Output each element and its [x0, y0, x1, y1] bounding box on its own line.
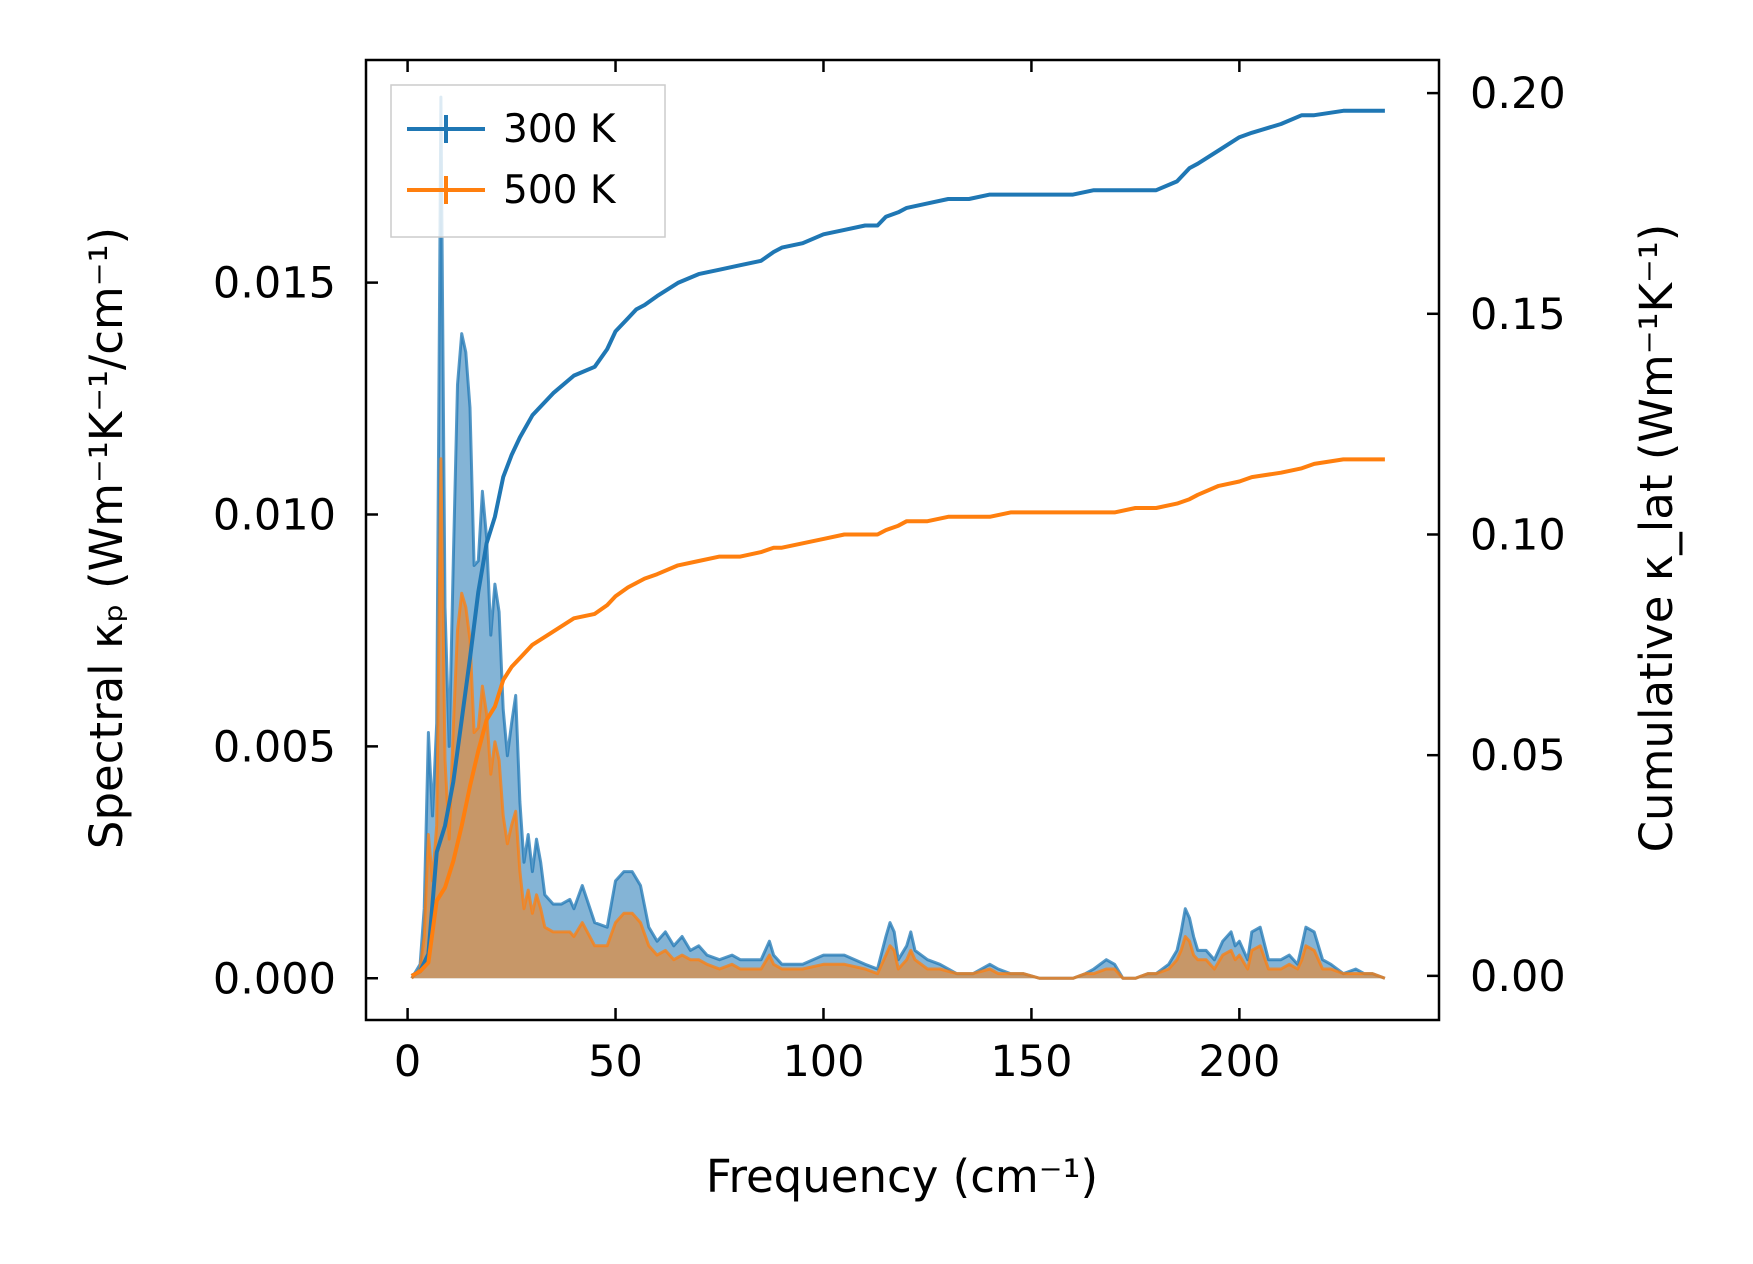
y-left-tick-label: 0.010: [213, 490, 336, 540]
cumulative-line-500k: [410, 457, 1385, 978]
y-right-axis-title: Cumulative κ_lat (Wm⁻¹K⁻¹): [1630, 224, 1683, 853]
spectral-area-500k: [411, 458, 1385, 979]
legend-label-500k: 500 K: [503, 168, 617, 213]
x-tick-label: 50: [588, 1037, 643, 1087]
x-tick-label: 150: [990, 1037, 1072, 1087]
tick-layer: 0 50 100 150 200 0.000 0.005 0.010 0.015 0.00 0.05…: [213, 60, 1566, 1087]
y-left-tick-label: 0.000: [213, 954, 336, 1004]
y-right-tick-label: 0.05: [1470, 731, 1566, 781]
y-left-tick-label: 0.005: [213, 722, 336, 772]
cumulative-line-300k: [410, 108, 1385, 978]
y-left-axis-title: Spectral κₚ (Wm⁻¹K⁻¹/cm⁻¹): [80, 227, 133, 849]
x-axis-title: Frequency (cm⁻¹): [706, 1150, 1098, 1203]
spectral-line-500k: [410, 457, 1386, 980]
spectral-fill-layer: [411, 97, 1385, 979]
legend-box: [390, 84, 666, 238]
x-tick-label: 100: [782, 1037, 864, 1087]
plot-frame: [364, 58, 1441, 1022]
legend: 300 K 500 K: [390, 84, 666, 238]
x-tick-label: 200: [1198, 1037, 1280, 1087]
y-right-tick-label: 0.00: [1470, 952, 1566, 1002]
y-right-tick-label: 0.15: [1470, 290, 1566, 340]
y-left-tick-label: 0.015: [213, 259, 336, 309]
spectral-line-300k: [410, 95, 1386, 980]
cumulative-line-layer: [410, 108, 1385, 978]
spectral-line-layer: [410, 95, 1386, 980]
y-right-tick-label: 0.20: [1470, 69, 1566, 119]
y-right-tick-label: 0.10: [1470, 510, 1566, 560]
legend-label-300k: 300 K: [503, 107, 617, 152]
x-tick-label: 0: [394, 1037, 421, 1087]
